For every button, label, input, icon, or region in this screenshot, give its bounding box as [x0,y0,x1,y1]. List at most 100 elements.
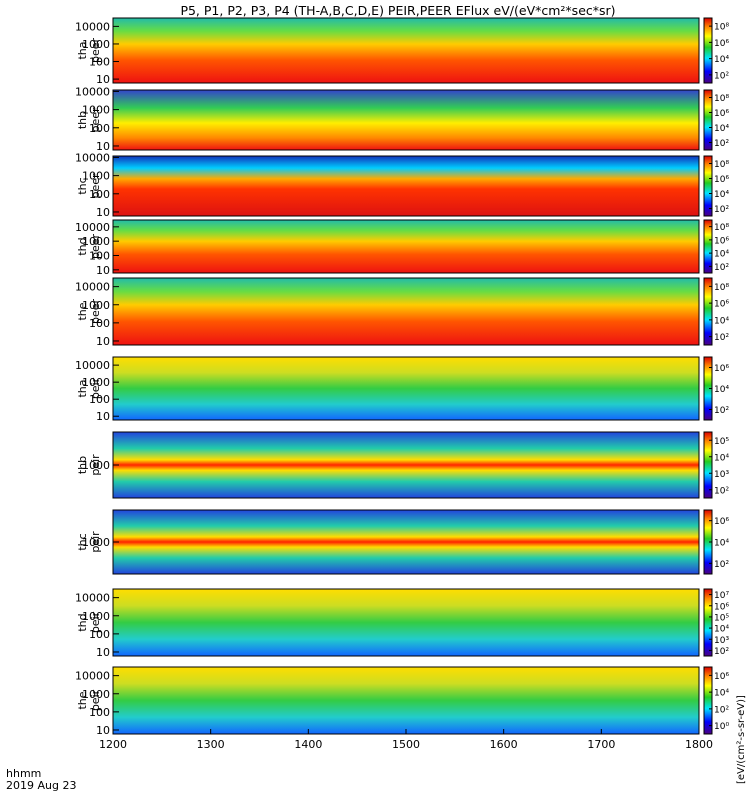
y-tick-label: 1000 [82,610,110,623]
y-tick-label: 10000 [75,221,110,234]
colorbar-tick-label: 10⁶ [714,175,729,185]
panel-frame [112,17,700,84]
colorbar-tick-label: 10⁶ [714,109,729,119]
panel-frame [112,356,700,421]
panel-ylabel-species: peir [89,689,102,711]
x-tick-label: 1600 [490,738,518,751]
colorbar-tick-label: 10² [714,647,729,657]
colorbar-tick-label: 10² [714,263,729,273]
colorbar-scale [703,666,713,735]
panel-ylabel-probe: thc [76,177,89,194]
y-tick-label: 100 [89,317,110,330]
colorbar: 10² 10⁴ 10⁶ [703,356,729,421]
chart-title: P5, P1, P2, P3, P4 (TH-A,B,C,D,E) PEIR,P… [180,3,615,18]
panel-frame [112,588,700,657]
colorbar-tick-label: 10² [714,71,729,81]
colorbar-tick-label: 10⁰ [714,722,729,732]
colorbar-tick-label: 10⁸ [714,94,729,104]
colorbar: 10² 10³ 10⁴ 10⁵ [703,431,729,499]
y-tick-label: 10000 [75,151,110,164]
panel-ylabel-species: peir [89,611,102,633]
y-tick-label: 1000 [82,170,110,183]
y-tick-label: 100 [89,393,110,406]
panel-frame [112,89,700,151]
colorbar-tick-label: 10⁵ [714,613,729,623]
colorbar-tick-label: 10⁴ [714,316,729,326]
panel-ylabel-species: peer [89,107,102,133]
colorbar-tick-label: 10⁶ [714,602,729,612]
y-tick-label: 10 [96,140,110,153]
y-tick-label: 100 [89,122,110,135]
panel-tha-peer: 10 100 1000 10000 tha peer 10² 10⁴ 10⁶ 10⁸ [75,17,729,86]
panel-ylabel-species: peer [89,299,102,325]
y-tick-label: 10000 [75,281,110,294]
colorbar-tick-label: 10² [714,705,729,715]
colorbar-scale [703,17,713,84]
panel-ylabel-probe: the [76,302,89,320]
y-tick-label: 1000 [82,299,110,312]
x-tick-label: 1400 [294,738,322,751]
panel-the-peir: 10 100 1000 10000 the peir 10⁰ 10² 10⁴ 10⁶ [75,666,729,737]
y-tick-label: 10000 [75,359,110,372]
panel-ylabel-species: peer [89,38,102,64]
colorbar-tick-label: 10² [714,333,729,343]
y-tick-label: 100 [89,249,110,262]
colorbar: 10² 10⁴ 10⁶ 10⁸ [703,219,729,274]
spectrogram-image [113,220,699,273]
colorbar-tick-label: 10² [714,560,729,570]
spectrogram-image [113,18,699,83]
colorbar-scale [703,277,713,346]
panel-ylabel-probe: the [76,691,89,709]
colorbar-tick-label: 10⁴ [714,453,729,463]
y-tick-label: 1000 [82,536,110,549]
x-axis-label-line2: 2019 Aug 23 [6,779,76,792]
panel-ylabel-probe: thd [76,613,89,631]
spectrogram-image [113,589,699,656]
panel-ylabel-species: peer [89,173,102,199]
colorbar-tick-label: 10⁵ [714,437,729,447]
colorbar-scale [703,431,713,499]
x-tick-label: 1300 [197,738,225,751]
spectrogram-image [113,357,699,420]
panel-thc-peer: 10 100 1000 10000 thc peer 10² 10⁴ 10⁶ 10⁸ [75,151,729,219]
panel-frame [112,219,700,274]
y-tick-label: 10 [96,73,110,86]
colorbar-tick-label: 10⁶ [714,517,729,527]
y-tick-label: 10000 [75,20,110,33]
spectrogram-image [113,667,699,734]
colorbar-tick-label: 10⁸ [714,23,729,33]
colorbar-tick-label: 10⁸ [714,223,729,233]
y-tick-label: 100 [89,56,110,69]
x-tick-label: 1500 [392,738,420,751]
panel-thb-peer: 10 100 1000 10000 thb peer 10² 10⁴ 10⁶ 10⁸ [75,85,729,153]
y-tick-label: 10 [96,335,110,348]
colorbar-unit-label: [eV/(cm²-s-sr-eV)] [736,695,747,784]
colorbar-tick-label: 10⁶ [714,236,729,246]
y-tick-label: 100 [89,628,110,641]
colorbar-tick-label: 10⁴ [714,689,729,699]
panel-ylabel-species: peir [89,531,102,553]
y-tick-label: 10 [96,264,110,277]
y-tick-label: 1000 [82,688,110,701]
x-tick-label: 1700 [587,738,615,751]
panel-frame [112,155,700,217]
panel-ylabel-probe: tha [76,41,89,59]
colorbar-scale [703,89,713,151]
colorbar-tick-label: 10⁶ [714,672,729,682]
panel-ylabel-probe: thc [76,533,89,550]
panel-ylabel-species: peir [89,377,102,399]
colorbar-scale [703,588,713,657]
colorbar-tick-label: 10⁷ [714,591,729,601]
panel-ylabel-species: peer [89,234,102,260]
spectrogram-image [113,510,699,574]
colorbar-tick-label: 10⁶ [714,39,729,49]
y-tick-label: 10000 [75,670,110,683]
colorbar-tick-label: 10² [714,486,729,496]
spectrogram-image [113,278,699,345]
